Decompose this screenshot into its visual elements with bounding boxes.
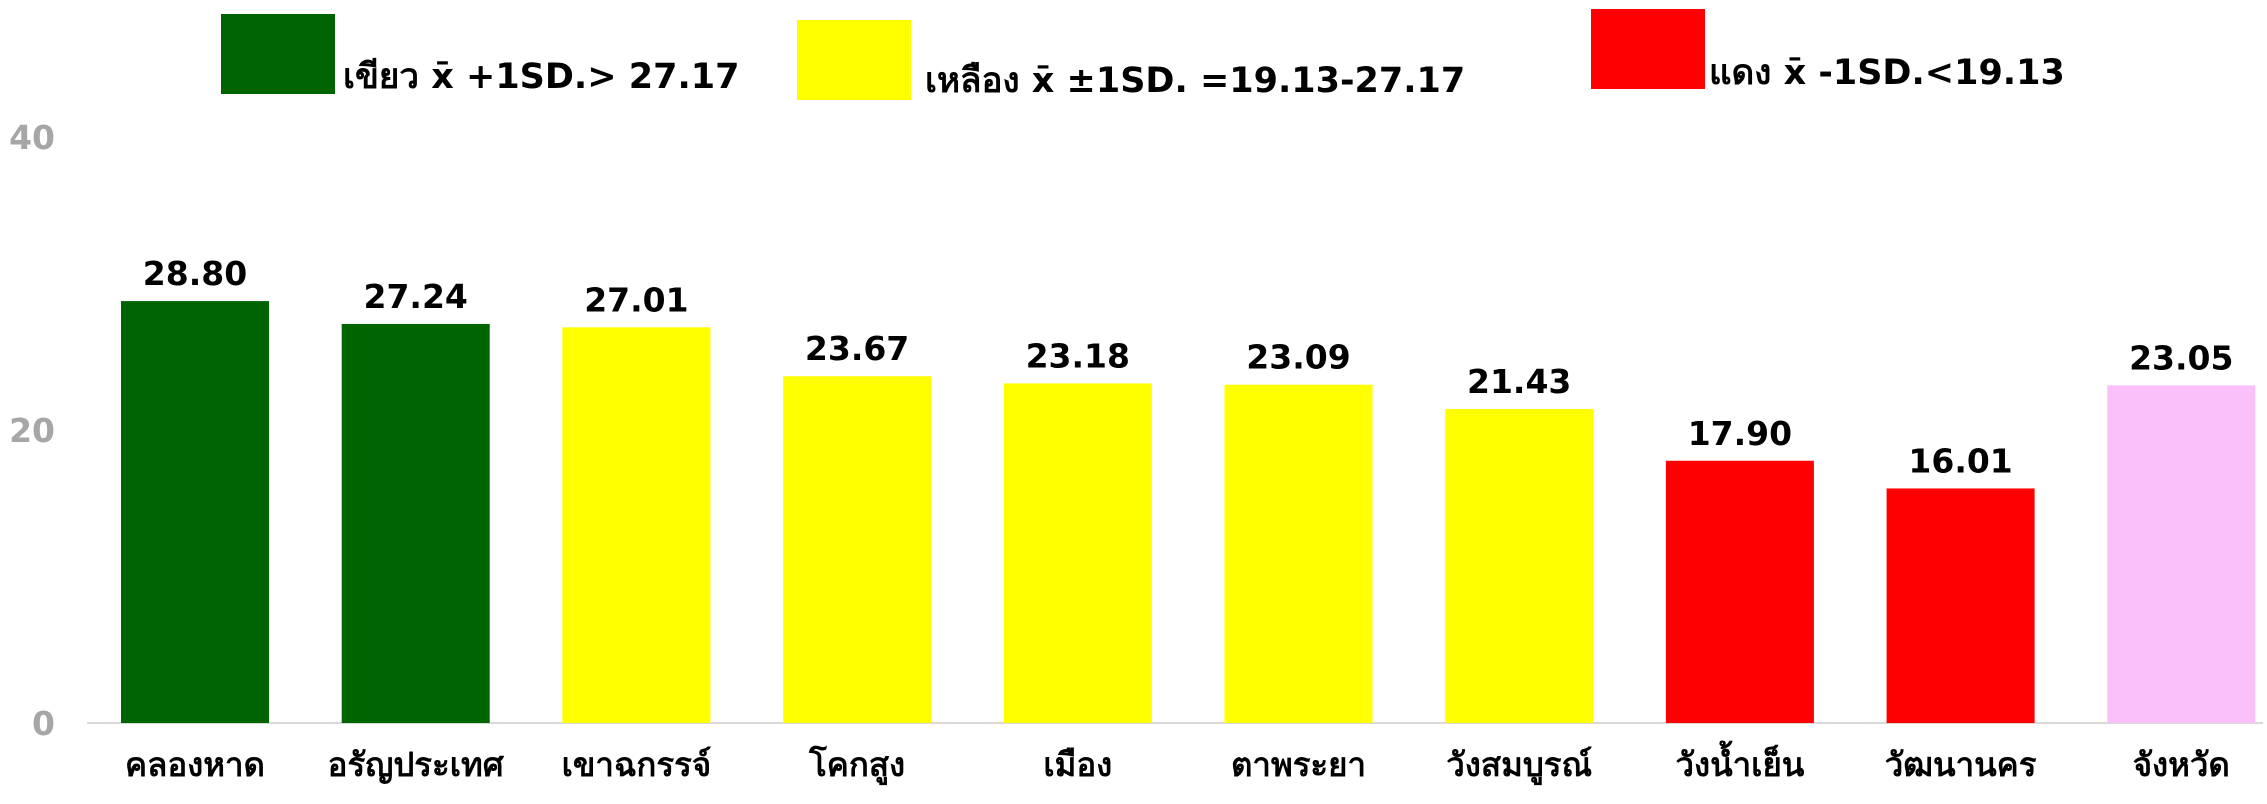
- x-tick-label: ตาพระยา: [1231, 745, 1366, 784]
- value-label: 23.67: [805, 329, 909, 368]
- value-label: 23.05: [2129, 338, 2233, 377]
- legend-swatch: [1591, 9, 1705, 89]
- bar: [562, 327, 711, 723]
- value-label: 23.09: [1246, 338, 1350, 377]
- legend-label: เขียว x̄ +1SD.> 27.17: [343, 57, 739, 97]
- y-tick-label: 20: [9, 411, 55, 450]
- bar: [1224, 384, 1373, 723]
- legend-label: แดง x̄ -1SD.<19.13: [1709, 53, 2065, 93]
- x-tick-label: วังน้ำเย็น: [1675, 740, 1804, 784]
- legend-swatch: [797, 20, 911, 100]
- bar: [1886, 488, 2035, 723]
- value-label: 16.01: [1908, 441, 2012, 480]
- y-tick-label: 40: [9, 118, 55, 157]
- x-tick-label: อรัญประเทศ: [328, 745, 505, 784]
- x-tick-label: จังหวัด: [2133, 745, 2230, 784]
- value-label: 23.18: [1026, 336, 1130, 375]
- bar: [2107, 385, 2256, 723]
- value-label: 27.01: [584, 280, 688, 319]
- bar: [1665, 460, 1814, 723]
- legend-swatch: [221, 14, 335, 94]
- bar: [783, 376, 932, 723]
- x-tick-label: เมือง: [1043, 745, 1112, 784]
- x-tick-label: วังสมบูรณ์: [1446, 745, 1592, 786]
- value-label: 28.80: [143, 254, 247, 293]
- x-tick-label: วัฒนานคร: [1885, 745, 2037, 784]
- bar: [1445, 409, 1594, 723]
- x-tick-label: เขาฉกรรจ์: [562, 745, 712, 784]
- x-tick-label: โคกสูง: [808, 745, 905, 786]
- value-label: 21.43: [1467, 362, 1571, 401]
- value-label: 27.24: [364, 277, 468, 316]
- x-tick-label: คลองหาด: [125, 745, 265, 784]
- y-tick-label: 0: [32, 704, 55, 743]
- legend-label: เหลือง x̄ ±1SD. =19.13-27.17: [925, 61, 1465, 101]
- bar: [121, 301, 269, 723]
- bar: [341, 323, 490, 723]
- value-label: 17.90: [1688, 414, 1792, 453]
- bar: [1003, 383, 1152, 723]
